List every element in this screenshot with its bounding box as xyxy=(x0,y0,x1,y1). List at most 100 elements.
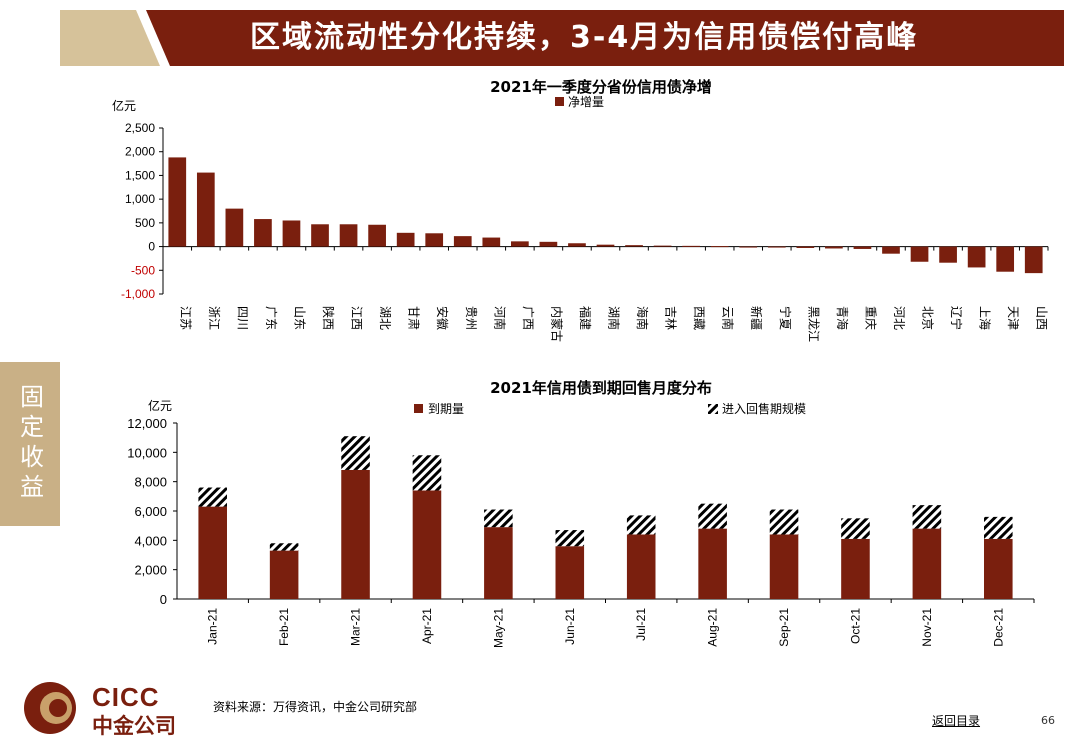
chart2-bar-maturity xyxy=(269,550,299,599)
chart1-y-tick-label: -500 xyxy=(131,263,155,277)
chart-provincial-net-issuance: 2021年一季度分省份信用债净增 净增量 亿元 -1,000 -500 0 500 1,… xyxy=(112,78,1049,342)
chart1-x-tick-label: 吉林 xyxy=(664,306,678,330)
chart1-bar xyxy=(396,232,415,247)
chart2-y-tick-label: 6,000 xyxy=(134,504,167,519)
chart1-x-tick-label: 河南 xyxy=(492,306,507,330)
page-title: 区域流动性分化持续，3-4月为信用债偿付高峰 xyxy=(250,20,919,55)
chart1-bar xyxy=(682,245,700,247)
chart1-x-tick-label: 西藏 xyxy=(692,306,706,330)
chart1-y-tick-label: 1,500 xyxy=(125,168,155,182)
chart1-bar xyxy=(596,244,615,247)
chart1-bar xyxy=(767,246,786,248)
chart1-x-tick-label: 重庆 xyxy=(863,306,877,330)
chart2-bar-putback xyxy=(341,436,370,470)
side-tab-label: 固定收益 xyxy=(15,384,44,504)
chart1-x-tick-label: 云南 xyxy=(721,306,736,330)
chart1-bar xyxy=(425,233,444,247)
chart1-x-tick-label: 福建 xyxy=(578,306,593,330)
chart2-legend-swatch-maturity xyxy=(414,404,423,413)
chart1-bar xyxy=(882,246,900,254)
chart2-unit-label: 亿元 xyxy=(148,398,172,413)
chart2-x-tick-label: Jul-21 xyxy=(634,608,648,641)
chart2-y-tick-label: 0 xyxy=(160,592,167,607)
chart1-x-tick-label: 上海 xyxy=(978,306,993,330)
cicc-logo: CICC 中金公司 xyxy=(20,678,200,738)
chart1-bar xyxy=(967,246,986,268)
chart1-x-axis: 江苏 浙江 四川 广东 山东 陕西 江西 湖北 甘肃 安徽 贵州 河南 广西 内蒙古 福建 湖南 海南 吉林 西藏云… xyxy=(178,246,1049,342)
cicc-logo-icon xyxy=(24,682,76,734)
chart-monthly-maturity: 2021年信用债到期回售月度分布 到期量 进入回售期规模 亿元 0 2,000 4,… xyxy=(127,379,1035,648)
chart2-legend-label-putback: 进入回售期规模 xyxy=(722,401,806,416)
chart1-bar xyxy=(996,246,1015,272)
chart1-x-tick-label: 河北 xyxy=(892,306,906,330)
chart2-bars xyxy=(198,436,1013,599)
chart1-x-tick-label: 辽宁 xyxy=(949,306,964,330)
chart2-bar-putback xyxy=(841,518,870,539)
chart2-bar-maturity xyxy=(698,528,727,599)
chart1-bar xyxy=(939,246,957,263)
chart2-x-tick-label: Nov-21 xyxy=(920,608,934,647)
chart1-x-tick-label: 甘肃 xyxy=(407,306,421,330)
chart1-x-tick-label: 内蒙古 xyxy=(549,306,564,342)
chart2-bar-maturity xyxy=(912,528,942,599)
chart1-x-tick-label: 宁夏 xyxy=(778,306,793,330)
chart2-x-tick-label: Apr-21 xyxy=(420,608,434,644)
side-section-tab[interactable]: 固定收益 xyxy=(0,362,60,526)
chart1-bar xyxy=(710,246,729,248)
chart2-bar-maturity xyxy=(555,546,585,599)
title-banner: 区域流动性分化持续，3-4月为信用债偿付高峰 xyxy=(60,10,1064,66)
title-banner-shape xyxy=(60,10,1064,66)
chart1-bar xyxy=(853,246,872,249)
chart2-x-tick-label: Sep-21 xyxy=(777,608,791,647)
chart1-bar xyxy=(825,246,843,249)
chart1-bar xyxy=(739,246,758,248)
chart2-bar-putback xyxy=(912,505,942,529)
chart2-bar-putback xyxy=(484,509,513,528)
chart1-y-tick-label: 2,000 xyxy=(125,145,155,159)
chart2-bar-maturity xyxy=(341,469,370,599)
chart2-y-tick-label: 10,000 xyxy=(127,445,167,460)
chart1-bar xyxy=(625,245,643,247)
chart1-bar xyxy=(282,220,301,247)
chart1-y-tick-label: -1,000 xyxy=(121,287,155,301)
chart1-title: 2021年一季度分省份信用债净增 xyxy=(490,78,712,96)
chart1-bars xyxy=(168,157,1043,274)
chart1-y-tick-label: 0 xyxy=(148,240,155,254)
chart1-x-tick-label: 江苏 xyxy=(178,306,192,330)
back-to-contents-link[interactable]: 返回目录 xyxy=(932,714,981,728)
chart1-bar xyxy=(168,157,187,247)
chart1-bar xyxy=(1024,246,1043,274)
chart1-unit-label: 亿元 xyxy=(112,98,136,113)
logo-text-en: CICC xyxy=(92,682,160,712)
chart1-legend-swatch xyxy=(555,97,564,106)
chart1-legend-label: 净增量 xyxy=(568,95,604,109)
chart2-x-tick-label: Jun-21 xyxy=(563,608,577,645)
chart1-y-tick-label: 2,500 xyxy=(125,121,155,135)
chart1-bar xyxy=(311,224,329,247)
chart1-x-tick-label: 新疆 xyxy=(749,306,764,330)
chart1-x-tick-label: 浙江 xyxy=(207,306,221,330)
chart2-bar-maturity xyxy=(484,527,513,599)
chart2-bar-maturity xyxy=(198,506,227,599)
chart2-bar-putback xyxy=(769,509,799,535)
chart1-x-tick-label: 湖南 xyxy=(607,306,622,330)
chart2-legend-swatch-putback xyxy=(708,404,718,414)
chart2-bar-putback xyxy=(269,543,299,551)
chart1-x-tick-label: 北京 xyxy=(921,306,935,330)
chart1-bar xyxy=(196,172,215,247)
chart2-bar-putback xyxy=(412,455,442,491)
chart1-y-tick-label: 1,000 xyxy=(125,192,155,206)
logo-text-cn: 中金公司 xyxy=(92,714,176,738)
chart1-bar xyxy=(653,245,672,247)
chart1-bar xyxy=(254,219,272,247)
source-note: 资料来源：万得资讯，中金公司研究部 xyxy=(213,700,418,714)
chart2-bar-putback xyxy=(626,515,656,535)
chart1-x-tick-label: 山东 xyxy=(292,306,306,330)
chart1-bar xyxy=(796,246,815,248)
chart1-bar xyxy=(225,208,244,247)
chart1-bar xyxy=(511,241,529,247)
chart1-bar xyxy=(339,224,358,247)
chart2-x-tick-label: Jan-21 xyxy=(206,608,220,645)
chart1-x-tick-label: 天津 xyxy=(1006,306,1020,330)
